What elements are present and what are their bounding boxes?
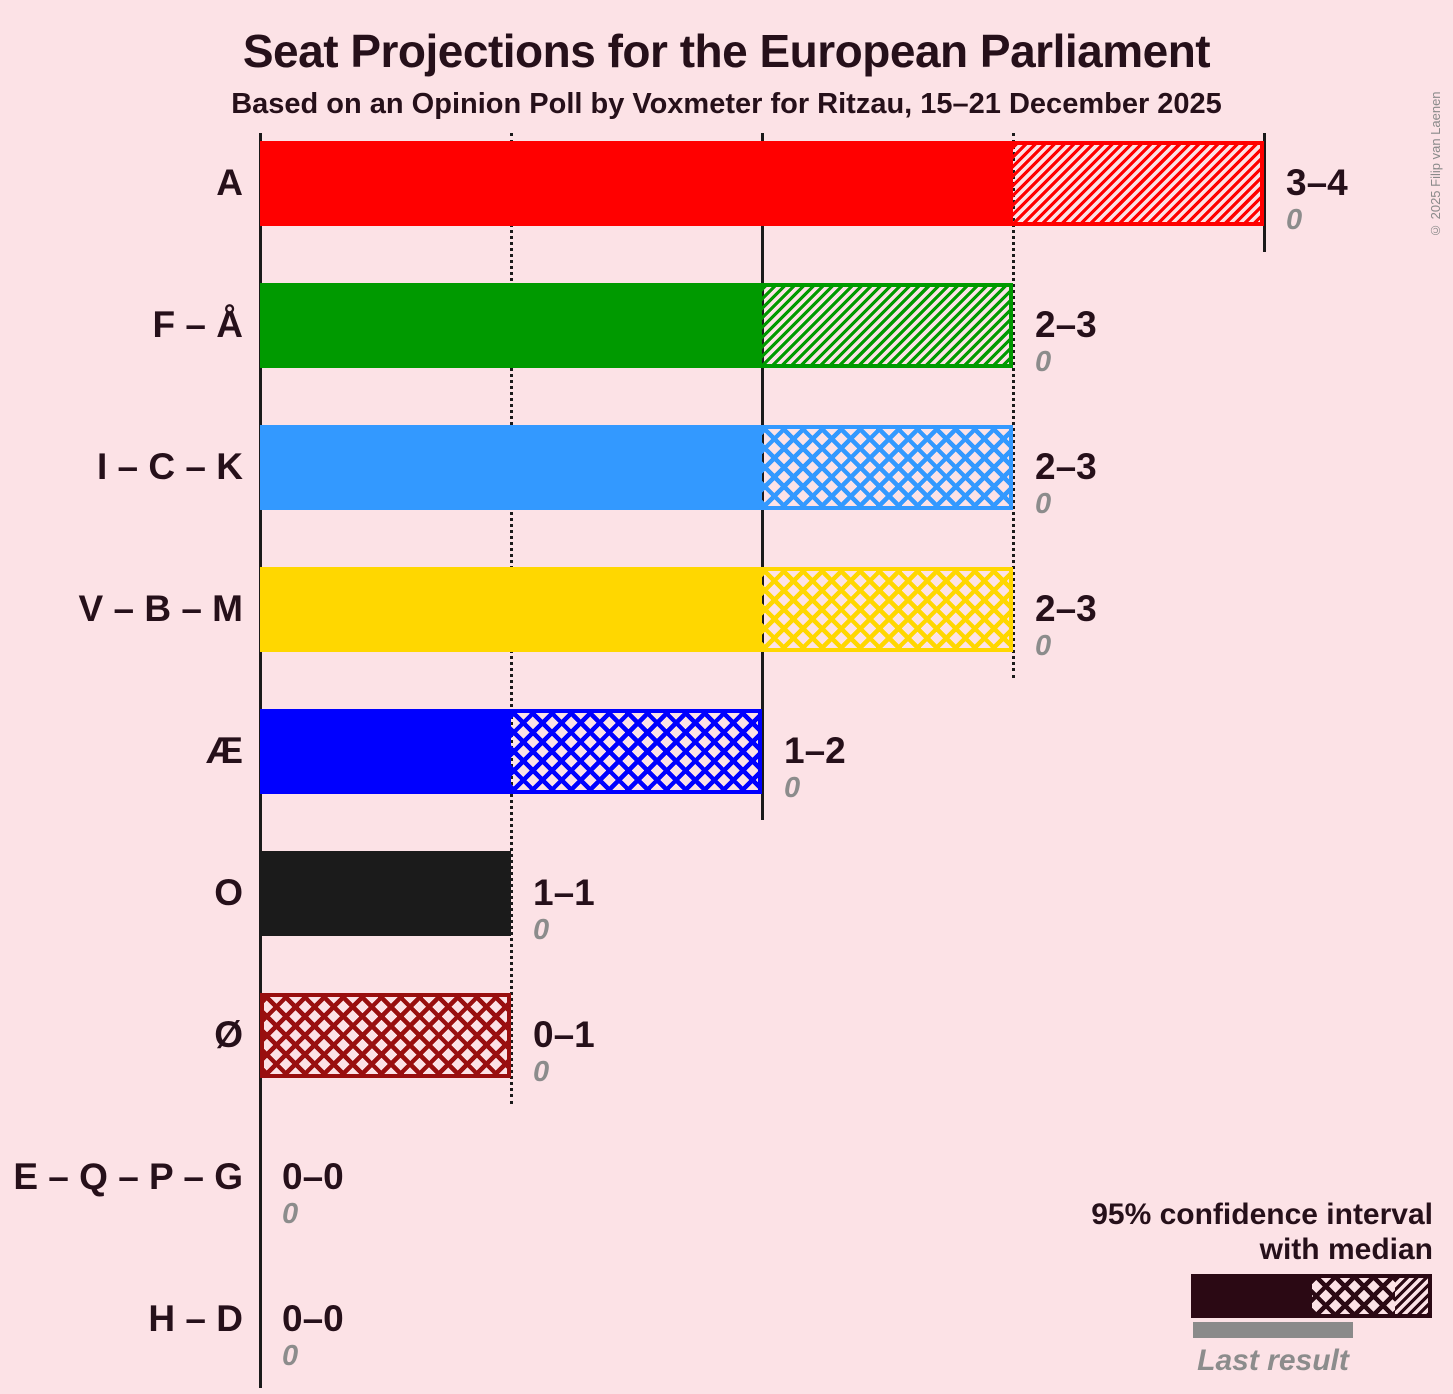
- party-label: E – Q – P – G: [13, 1156, 243, 1197]
- bar-diagonal-segment: [762, 286, 1009, 364]
- last-result-value: 0: [1286, 204, 1303, 236]
- party-label: I – C – K: [97, 446, 243, 487]
- ci-label: 0–1: [533, 1014, 595, 1055]
- party-label: Æ: [206, 730, 243, 771]
- party-label: H – D: [148, 1298, 243, 1339]
- bar-solid-segment: [264, 712, 511, 790]
- last-result-value: 0: [533, 1056, 550, 1088]
- bar-crosshatch-segment: [511, 712, 758, 790]
- party-label: F – Å: [152, 304, 243, 345]
- legend-crosshatch-segment: [1312, 1278, 1395, 1314]
- legend-last-result-bar: [1193, 1322, 1353, 1338]
- party-label: A: [216, 162, 243, 203]
- ci-label: 0–0: [282, 1298, 344, 1339]
- bar-crosshatch-segment: [762, 428, 1009, 506]
- gridline-dotted: [1011, 133, 1015, 678]
- ci-label: 2–3: [1035, 304, 1097, 345]
- confidence-bar: [260, 850, 511, 936]
- chart-title: Seat Projections for the European Parlia…: [242, 25, 1211, 77]
- legend-title-line2: with median: [1259, 1233, 1433, 1266]
- last-result-value: 0: [1035, 630, 1052, 662]
- last-result-value: 0: [784, 772, 801, 804]
- confidence-bar: [260, 140, 1264, 226]
- bar-crosshatch-segment: [762, 570, 1009, 648]
- ci-label: 3–4: [1286, 162, 1348, 203]
- confidence-bar: [260, 992, 511, 1078]
- legend-solid-segment: [1195, 1278, 1312, 1314]
- copyright-text: © 2025 Filip van Laenen: [1428, 91, 1443, 238]
- bar-solid-segment: [264, 854, 507, 932]
- ci-label: 2–3: [1035, 446, 1097, 487]
- ci-label: 1–1: [533, 872, 595, 913]
- legend-last-result-label: Last result: [1197, 1344, 1349, 1377]
- ci-label: 0–0: [282, 1156, 344, 1197]
- ci-label: 1–2: [784, 730, 846, 771]
- legend-title-line1: 95% confidence interval: [1091, 1198, 1433, 1231]
- legend-diagonal-segment: [1395, 1278, 1428, 1314]
- last-result-value: 0: [1035, 346, 1052, 378]
- bar-solid-segment: [264, 144, 1013, 222]
- party-label: Ø: [214, 1014, 243, 1055]
- last-result-value: 0: [1035, 488, 1052, 520]
- party-label: O: [214, 872, 243, 913]
- party-label: V – B – M: [78, 588, 244, 629]
- ci-label: 2–3: [1035, 588, 1097, 629]
- confidence-bar: [260, 566, 1013, 652]
- bar-solid-segment: [264, 570, 762, 648]
- chart-subtitle: Based on an Opinion Poll by Voxmeter for…: [231, 88, 1222, 120]
- legend-sample-bar: [1191, 1274, 1432, 1318]
- last-result-value: 0: [282, 1198, 299, 1230]
- last-result-value: 0: [533, 914, 550, 946]
- bar-crosshatch-segment: [264, 996, 507, 1074]
- confidence-bar: [260, 708, 762, 794]
- gridline-solid: [1262, 133, 1266, 252]
- confidence-bar: [260, 424, 1013, 510]
- bar-diagonal-segment: [1013, 144, 1260, 222]
- bar-solid-segment: [264, 428, 762, 506]
- bar-solid-segment: [264, 286, 762, 364]
- last-result-value: 0: [282, 1340, 299, 1372]
- confidence-bar: [260, 282, 1013, 368]
